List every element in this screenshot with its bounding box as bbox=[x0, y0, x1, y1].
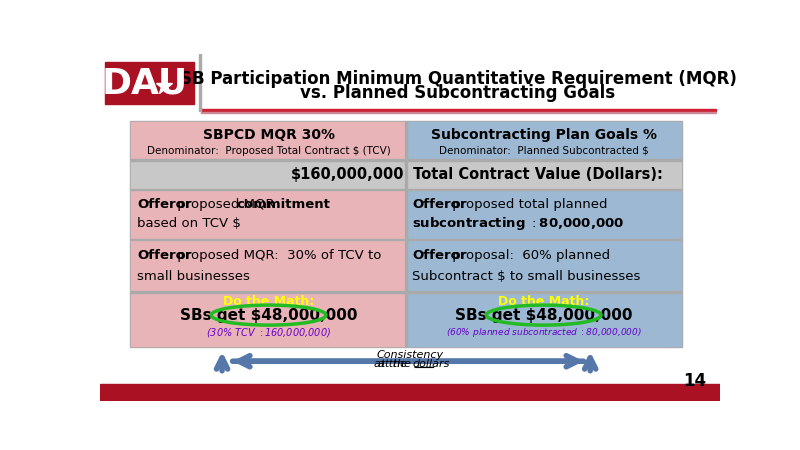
Text: Total Contract Value (Dollars):: Total Contract Value (Dollars): bbox=[408, 167, 662, 182]
Text: Consistency: Consistency bbox=[377, 350, 443, 360]
Text: SBs get $48,000,000: SBs get $48,000,000 bbox=[455, 308, 633, 323]
Text: Offeror: Offeror bbox=[138, 249, 192, 262]
Text: Denominator:  Planned Subcontracted $: Denominator: Planned Subcontracted $ bbox=[439, 146, 649, 156]
Bar bbox=[131, 159, 682, 161]
Text: proposed MQR: proposed MQR bbox=[173, 198, 278, 211]
Bar bbox=[406, 189, 682, 239]
Text: Subcontracting Plan Goals %: Subcontracting Plan Goals % bbox=[430, 128, 657, 142]
Bar bbox=[406, 122, 407, 346]
Text: small businesses: small businesses bbox=[138, 270, 250, 283]
Text: subcontracting $:  $80,000,000: subcontracting $: $80,000,000 bbox=[412, 215, 625, 232]
Bar bbox=[131, 189, 682, 190]
Bar bbox=[406, 122, 682, 160]
Bar bbox=[406, 239, 682, 292]
Text: SB Participation Minimum Quantitative Requirement (MQR): SB Participation Minimum Quantitative Re… bbox=[180, 70, 737, 88]
Text: dollars: dollars bbox=[412, 359, 450, 369]
Bar bbox=[100, 383, 720, 400]
Text: Do the Math:: Do the Math: bbox=[498, 295, 590, 308]
Text: Denominator:  Proposed Total Contract $ (TCV): Denominator: Proposed Total Contract $ (… bbox=[146, 146, 390, 156]
Text: based on TCV $: based on TCV $ bbox=[138, 217, 241, 230]
Bar bbox=[130, 121, 682, 346]
Text: DAU: DAU bbox=[102, 66, 188, 100]
Text: Subcontract $ to small businesses: Subcontract $ to small businesses bbox=[412, 270, 641, 283]
Text: proposal:  60% planned: proposal: 60% planned bbox=[448, 249, 610, 262]
Bar bbox=[201, 112, 716, 113]
Bar bbox=[131, 122, 406, 160]
Text: $160,000,000: $160,000,000 bbox=[291, 167, 405, 182]
Bar bbox=[131, 189, 406, 239]
Text: at the: at the bbox=[378, 359, 411, 369]
Text: Offeror: Offeror bbox=[138, 198, 192, 211]
Text: SBs get $48,000,000: SBs get $48,000,000 bbox=[180, 308, 358, 323]
Bar bbox=[100, 54, 720, 108]
Text: 14: 14 bbox=[683, 372, 706, 390]
Bar bbox=[201, 109, 716, 111]
Text: vs. Planned Subcontracting Goals: vs. Planned Subcontracting Goals bbox=[301, 84, 616, 102]
Bar bbox=[105, 62, 194, 104]
Text: Offeror: Offeror bbox=[412, 198, 467, 211]
Text: (60% planned subcontracted $:   $80,000,000): (60% planned subcontracted $: $80,000,00… bbox=[446, 326, 642, 339]
Bar bbox=[131, 292, 406, 346]
Bar bbox=[131, 239, 682, 240]
Text: proposed total planned: proposed total planned bbox=[448, 198, 607, 211]
Text: SBPCD MQR 30%: SBPCD MQR 30% bbox=[202, 128, 334, 142]
Text: Offeror: Offeror bbox=[412, 249, 467, 262]
Text: Do the Math:: Do the Math: bbox=[223, 295, 314, 308]
Bar bbox=[406, 292, 682, 346]
Bar bbox=[199, 54, 201, 111]
Text: proposed MQR:  30% of TCV to: proposed MQR: 30% of TCV to bbox=[173, 249, 382, 262]
Text: at the: at the bbox=[374, 359, 410, 369]
Bar bbox=[131, 160, 682, 189]
Bar bbox=[131, 291, 682, 293]
Bar bbox=[131, 239, 406, 292]
Text: commitment: commitment bbox=[237, 198, 330, 211]
Text: (30% TCV $:  $160,000,000): (30% TCV $: $160,000,000) bbox=[206, 326, 331, 339]
